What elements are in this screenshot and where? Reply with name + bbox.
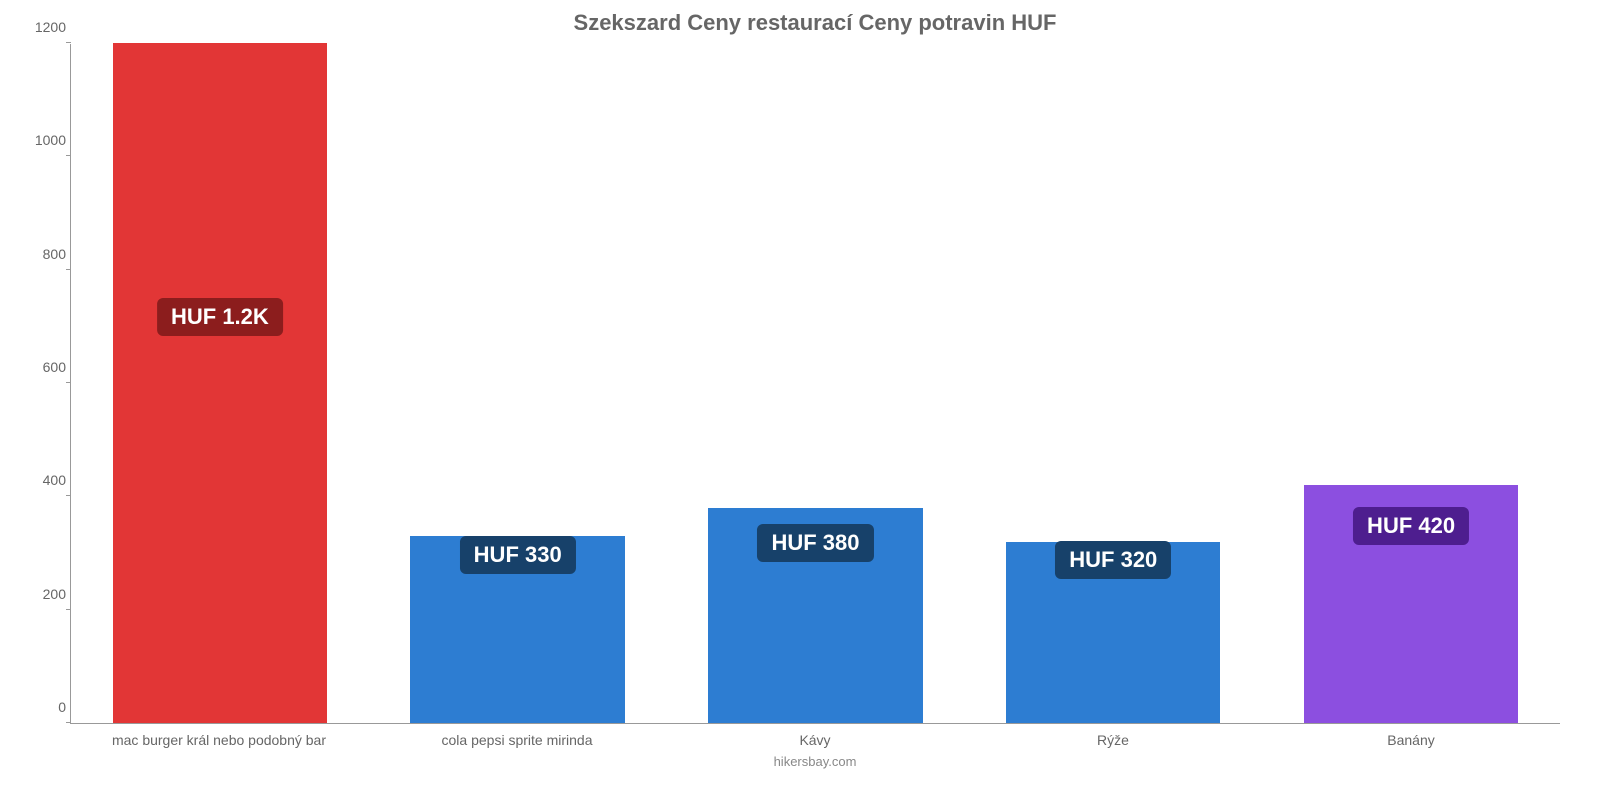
x-axis-label: Rýže: [964, 732, 1262, 748]
plot-area: HUF 1.2KHUF 330HUF 380HUF 320HUF 420 020…: [70, 44, 1560, 724]
bar-value-label: HUF 330: [460, 536, 576, 574]
y-tick-label: 1000: [21, 132, 66, 148]
bar-slot: HUF 330: [369, 44, 667, 723]
x-axis-label: cola pepsi sprite mirinda: [368, 732, 666, 748]
bar-value-label: HUF 320: [1055, 541, 1171, 579]
bar-slot: HUF 420: [1262, 44, 1560, 723]
y-tick-label: 200: [21, 586, 66, 602]
bar: [113, 43, 327, 723]
bars-row: HUF 1.2K HUF 330 HUF 380 HUF 320 HUF 420: [71, 44, 1560, 723]
x-axis-labels: mac burger král nebo podobný barcola pep…: [70, 732, 1560, 748]
x-axis-label: Kávy: [666, 732, 964, 748]
y-tick-mark: [66, 382, 71, 383]
bar-value-label: HUF 380: [757, 524, 873, 562]
y-tick-mark: [66, 269, 71, 270]
y-tick-mark: [66, 722, 71, 723]
chart-credit: hikersbay.com: [70, 754, 1560, 769]
price-bar-chart: Szekszard Ceny restaurací Ceny potravin …: [0, 0, 1600, 800]
bar-value-label: HUF 420: [1353, 507, 1469, 545]
bar-value-label: HUF 1.2K: [157, 298, 283, 336]
x-axis-label: Banány: [1262, 732, 1560, 748]
bar-slot: HUF 1.2K: [71, 44, 369, 723]
y-tick-label: 800: [21, 246, 66, 262]
y-tick-label: 0: [21, 699, 66, 715]
y-tick-label: 1200: [21, 19, 66, 35]
y-tick-label: 600: [21, 359, 66, 375]
bar-slot: HUF 380: [667, 44, 965, 723]
y-tick-mark: [66, 155, 71, 156]
x-axis-label: mac burger král nebo podobný bar: [70, 732, 368, 748]
chart-title: Szekszard Ceny restaurací Ceny potravin …: [70, 10, 1560, 36]
y-tick-mark: [66, 609, 71, 610]
y-tick-label: 400: [21, 472, 66, 488]
y-tick-mark: [66, 495, 71, 496]
y-tick-mark: [66, 42, 71, 43]
bar-slot: HUF 320: [964, 44, 1262, 723]
